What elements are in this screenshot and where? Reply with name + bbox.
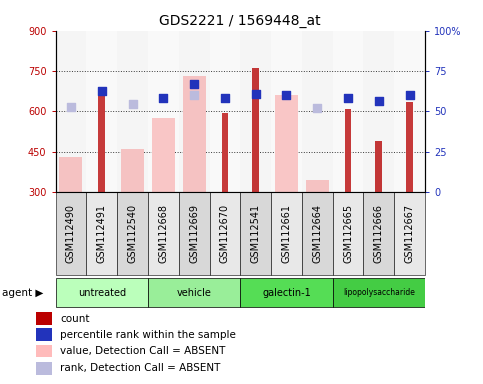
- Point: [221, 95, 229, 101]
- Text: GSM112661: GSM112661: [282, 204, 291, 263]
- Text: GSM112670: GSM112670: [220, 204, 230, 263]
- Text: GSM112664: GSM112664: [313, 204, 322, 263]
- Bar: [210, 31, 241, 192]
- Bar: [152, 118, 175, 192]
- Bar: [394, 31, 425, 192]
- Bar: [36, 362, 52, 375]
- Bar: [271, 31, 302, 192]
- FancyBboxPatch shape: [56, 278, 148, 308]
- Text: GSM112490: GSM112490: [66, 204, 76, 263]
- Bar: [222, 113, 228, 192]
- FancyBboxPatch shape: [148, 278, 240, 308]
- Bar: [117, 192, 148, 275]
- Bar: [56, 31, 86, 192]
- Point: [283, 92, 290, 98]
- Text: galectin-1: galectin-1: [262, 288, 311, 298]
- Text: GSM112491: GSM112491: [97, 204, 107, 263]
- Bar: [117, 31, 148, 192]
- Bar: [59, 157, 83, 192]
- Bar: [394, 192, 425, 275]
- Point: [406, 92, 413, 98]
- Bar: [333, 192, 364, 275]
- Title: GDS2221 / 1569448_at: GDS2221 / 1569448_at: [159, 14, 321, 28]
- Bar: [364, 31, 394, 192]
- Text: GSM112540: GSM112540: [128, 204, 138, 263]
- Point: [344, 95, 352, 101]
- Text: GSM112665: GSM112665: [343, 204, 353, 263]
- Point: [67, 104, 75, 111]
- Bar: [99, 91, 105, 192]
- Point: [190, 92, 198, 98]
- Bar: [86, 192, 117, 275]
- Text: count: count: [60, 314, 90, 324]
- Bar: [306, 180, 329, 192]
- Text: percentile rank within the sample: percentile rank within the sample: [60, 329, 236, 339]
- Text: untreated: untreated: [78, 288, 126, 298]
- Point: [128, 101, 136, 107]
- Bar: [179, 192, 210, 275]
- Bar: [36, 328, 52, 341]
- Bar: [36, 313, 52, 325]
- Bar: [406, 102, 413, 192]
- Point: [159, 95, 167, 101]
- Bar: [56, 192, 86, 275]
- Bar: [271, 192, 302, 275]
- Bar: [275, 95, 298, 192]
- Point: [313, 105, 321, 111]
- Bar: [121, 149, 144, 192]
- Text: rank, Detection Call = ABSENT: rank, Detection Call = ABSENT: [60, 363, 221, 373]
- Bar: [210, 192, 241, 275]
- Bar: [302, 31, 333, 192]
- Bar: [302, 192, 333, 275]
- Bar: [375, 141, 382, 192]
- Text: lipopolysaccharide: lipopolysaccharide: [343, 288, 415, 297]
- Text: GSM112668: GSM112668: [158, 204, 168, 263]
- Bar: [86, 31, 117, 192]
- Bar: [345, 109, 352, 192]
- FancyBboxPatch shape: [240, 278, 333, 308]
- Text: agent ▶: agent ▶: [2, 288, 44, 298]
- Bar: [364, 192, 394, 275]
- Point: [252, 91, 259, 97]
- Point: [190, 81, 198, 88]
- Bar: [241, 192, 271, 275]
- Bar: [333, 31, 364, 192]
- Bar: [148, 192, 179, 275]
- Bar: [148, 31, 179, 192]
- Text: GSM112667: GSM112667: [405, 204, 414, 263]
- Text: GSM112666: GSM112666: [374, 204, 384, 263]
- Bar: [36, 345, 52, 358]
- Bar: [179, 31, 210, 192]
- Bar: [241, 31, 271, 192]
- Bar: [252, 68, 259, 192]
- Text: vehicle: vehicle: [177, 288, 212, 298]
- Text: GSM112541: GSM112541: [251, 204, 261, 263]
- Text: GSM112669: GSM112669: [189, 204, 199, 263]
- Point: [375, 98, 383, 104]
- FancyBboxPatch shape: [333, 278, 425, 308]
- Text: value, Detection Call = ABSENT: value, Detection Call = ABSENT: [60, 346, 226, 356]
- Point: [98, 88, 106, 94]
- Bar: [183, 76, 206, 192]
